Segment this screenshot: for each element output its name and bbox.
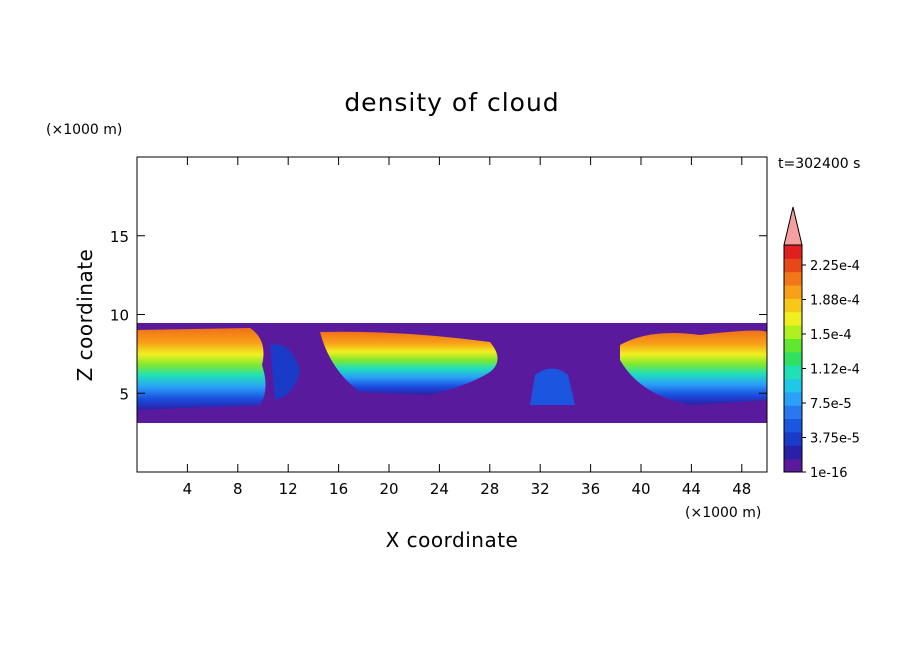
x-axis-label: X coordinate <box>386 528 519 552</box>
x-tick-label: 48 <box>732 480 751 498</box>
cloud-blob-small-2 <box>270 344 300 400</box>
colorbar-segment <box>784 245 802 259</box>
colorbar-segment <box>784 325 802 339</box>
x-axis: 4 8 12 16 20 24 28 32 36 40 44 48 <box>183 157 751 498</box>
x-tick-label: 24 <box>430 480 449 498</box>
y-axis-label: Z coordinate <box>73 249 97 382</box>
cloud-blob-right <box>620 330 767 405</box>
y-tick-label: 5 <box>119 385 129 403</box>
y-tick-label: 15 <box>110 228 129 246</box>
x-tick-label: 36 <box>581 480 600 498</box>
x-tick-label: 20 <box>379 480 398 498</box>
colorbar-label: 1.5e-4 <box>810 328 852 343</box>
x-tick-label: 4 <box>183 480 193 498</box>
x-tick-label: 40 <box>631 480 650 498</box>
x-tick-label: 28 <box>480 480 499 498</box>
colorbar-segment <box>784 285 802 299</box>
cloud-field <box>137 323 767 423</box>
plot-frame <box>136 156 768 473</box>
chart-title: density of cloud <box>344 88 559 117</box>
x-tick-label: 16 <box>329 480 348 498</box>
cloud-blob-small <box>530 368 575 405</box>
cloud-blob-center <box>320 331 498 395</box>
colorbar-segment <box>784 391 802 406</box>
x-unit-label: (×1000 m) <box>685 505 761 521</box>
colorbar-label: 2.25e-4 <box>810 259 860 274</box>
colorbar-label: 1.88e-4 <box>810 294 860 309</box>
y-unit-label: (×1000 m) <box>46 122 122 138</box>
y-tick-label: 10 <box>110 307 129 325</box>
colorbar-label: 3.75e-5 <box>810 432 860 447</box>
cloud-blob-left <box>137 328 266 410</box>
colorbar-segment <box>784 298 802 313</box>
colorbar-segment <box>784 258 802 273</box>
colorbar-segment <box>784 431 802 446</box>
colorbar-segment <box>784 311 802 326</box>
colorbar-segment <box>784 365 802 380</box>
colorbar-segment <box>784 405 802 420</box>
x-tick-label: 44 <box>682 480 701 498</box>
x-tick-label: 32 <box>531 480 550 498</box>
colorbar-segment <box>784 271 802 286</box>
colorbar-label: 1.12e-4 <box>810 363 860 378</box>
x-tick-label: 12 <box>279 480 298 498</box>
time-label: t=302400 s <box>778 156 860 172</box>
colorbar-frame <box>783 244 803 473</box>
colorbar-segment <box>784 338 802 353</box>
colorbar-segment <box>784 458 802 473</box>
colorbar-segment <box>784 445 802 460</box>
colorbar-segment <box>784 351 802 366</box>
colorbar-label: 7.5e-5 <box>810 397 852 412</box>
colorbar-segment <box>784 418 802 433</box>
x-tick-label: 8 <box>233 480 243 498</box>
y-axis: 5 10 15 <box>110 228 767 403</box>
colorbar: 1e-16 3.75e-5 7.5e-5 1.12e-4 1.5e-4 1.88e-4 2.… <box>783 206 860 481</box>
colorbar-segment <box>784 378 802 393</box>
colorbar-label: 1e-16 <box>810 466 848 481</box>
colorbar-extend-arrow <box>783 206 803 246</box>
